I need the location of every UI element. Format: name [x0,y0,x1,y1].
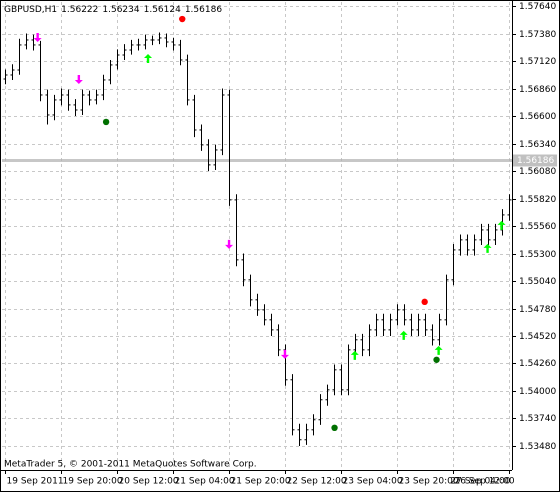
x-tick-label: 19 Sep 20:00 [63,477,123,487]
x-tick-label: 21 Sep 04:00 [175,477,235,487]
sell-arrow [225,239,234,249]
buy-arrow [144,53,153,63]
sell-arrow [74,74,83,84]
quote-value: 1.56234 [102,5,139,15]
x-tick-label: 26 Sep 12:00 [455,477,515,487]
x-tick-label: 27 Sep 04:00 [450,477,510,487]
symbol: GBPUSD,H1 [4,5,57,15]
buy-arrow [434,345,443,355]
buy-arrow [350,350,359,360]
x-tick-label: 21 Sep 20:00 [231,477,291,487]
quote-value: 1.56186 [185,5,222,15]
buy-arrow [399,330,408,340]
last-price-box [513,154,557,167]
y-tick-label: 1.56340 [519,140,556,150]
buy-arrow [483,243,492,253]
y-tick-label: 1.56600 [519,112,556,122]
x-tick-label: 23 Sep 20:00 [399,477,459,487]
sell-arrow [280,349,289,359]
signal-dot [421,298,428,306]
y-tick-label: 1.56080 [519,167,556,177]
header: GBPUSD,H1 1.56222 1.56234 1.56124 1.56186 [4,5,222,15]
y-tick-label: 1.54520 [519,332,556,342]
signal-dot [331,424,338,432]
signal-dot [433,356,440,363]
quote-value: 1.56124 [144,5,181,15]
y-tick-label: 1.55560 [519,222,556,232]
y-tick-label: 1.54000 [519,387,556,397]
y-tick-label: 1.54780 [519,305,556,315]
y-tick-label: 1.56860 [519,85,556,95]
signal-dot [179,15,186,23]
last-price-label: 1.56186 [517,156,554,166]
footer: MetaTrader 5, © 2001-2011 MetaQuotes Sof… [4,460,257,470]
y-tick-label: 1.57640 [519,2,556,12]
x-tick-label: 19 Sep 2011 [7,477,64,487]
y-tick-label: 1.55820 [519,195,556,205]
y-tick-label: 1.53740 [519,414,556,424]
x-tick-label: 23 Sep 04:00 [343,477,403,487]
y-tick-label: 1.55040 [519,277,556,287]
y-tick-label: 1.57120 [519,57,556,67]
signal-dot [102,118,110,126]
x-tick-label: 20 Sep 12:00 [119,477,179,487]
y-tick-label: 1.55300 [519,250,556,260]
quote-value: 1.56222 [61,5,98,15]
marks [2,15,512,446]
labels: 1.57640 1.57380 1.57120 1.56860 1.56600 1.563… [4,2,557,487]
sell-arrow [33,32,42,42]
y-tick-label: 1.54260 [519,359,556,369]
y-tick-label: 1.53480 [519,442,556,452]
y-tick-label: 1.57380 [519,30,556,40]
x-tick-label: 22 Sep 12:00 [287,477,347,487]
grid [2,2,512,470]
buy-arrow [497,220,506,230]
